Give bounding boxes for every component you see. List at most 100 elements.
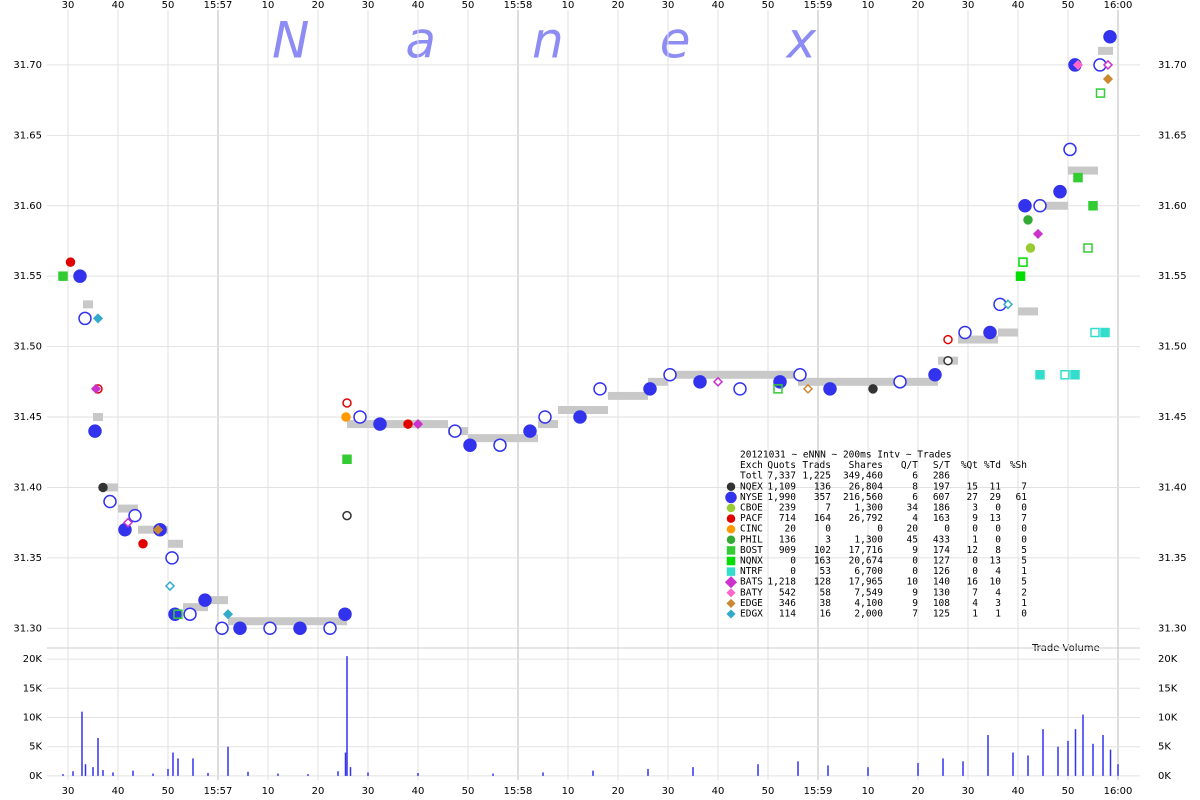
volume-bar (647, 768, 649, 776)
trade-point (1018, 199, 1032, 213)
legend-stat: 0 (1021, 524, 1027, 535)
trade-point (165, 551, 179, 565)
y-tick-label: 31.65 (1158, 130, 1187, 141)
quote-band (608, 391, 648, 400)
x-tick-label: 16:00 (1104, 0, 1133, 11)
quote-band (838, 377, 918, 386)
legend-stat: 357 (814, 492, 831, 503)
quote-band (508, 434, 538, 443)
x-tick-label: 10 (562, 0, 575, 11)
legend-column: Exch (740, 460, 763, 471)
legend-marker (726, 535, 736, 545)
y-tick-label: 31.70 (13, 60, 42, 71)
x-tick-label: 30 (662, 786, 675, 797)
trade-point (1002, 299, 1014, 310)
trade-point (1095, 88, 1106, 98)
trade-point (1025, 243, 1036, 253)
legend-stat: 136 (814, 481, 831, 492)
x-tick-label: 50 (762, 786, 775, 797)
trade-point (523, 424, 537, 438)
trade-point (493, 438, 507, 452)
y-tick-label: 0K (1158, 771, 1171, 782)
x-tick-label: 30 (62, 0, 75, 11)
legend-stat: 1 (972, 534, 978, 545)
volume-bar (62, 774, 64, 776)
legend-column: Shares (849, 460, 883, 471)
legend-stat: 2 (1021, 587, 1027, 598)
legend-name: PACF (740, 513, 763, 524)
x-tick-label: 30 (362, 786, 375, 797)
legend-stat: 1 (1021, 566, 1027, 577)
legend-stat: 1,109 (767, 481, 796, 492)
legend-name: NYSE (740, 492, 763, 503)
legend-stat: 58 (820, 587, 832, 598)
watermark: Nanex (272, 12, 912, 70)
trade-point (1073, 172, 1083, 183)
legend-stat: 1 (972, 609, 978, 620)
trade-point (323, 621, 337, 636)
x-tick-label: 40 (412, 0, 425, 11)
legend-stat: 34 (907, 503, 919, 514)
volume-bar (797, 761, 799, 776)
trade-point (1102, 59, 1114, 70)
y-tick-label: 31.50 (13, 342, 42, 353)
legend-stat: 136 (779, 534, 796, 545)
legend-stat: 2,000 (854, 609, 883, 620)
trade-point (373, 417, 387, 431)
volume-bar (277, 773, 279, 776)
quote-band (918, 377, 938, 386)
trade-point (1035, 370, 1045, 380)
quote-band (1098, 46, 1113, 55)
volume-bar (1027, 755, 1029, 776)
trade-point (1070, 370, 1080, 380)
trade-point (868, 384, 878, 394)
volume-bar (1057, 746, 1059, 776)
trade-point (893, 375, 907, 389)
volume-bar (307, 774, 309, 776)
legend-stat: 3 (995, 598, 1001, 609)
quote-band (798, 377, 838, 386)
legend-stat: 108 (933, 598, 950, 609)
volume-bar (942, 758, 944, 776)
legend-stat: 26,804 (849, 481, 884, 492)
trade-point (88, 424, 102, 438)
volume-bar (1042, 729, 1044, 776)
legend-name: EDGX (740, 609, 763, 620)
x-tick-label: 50 (162, 0, 175, 11)
quote-band (118, 504, 138, 513)
volume-bar (337, 771, 339, 776)
legend-stat: 27 (967, 492, 978, 503)
trade-point (793, 368, 807, 382)
trade-point (448, 424, 462, 438)
x-tick-label: 10 (862, 0, 875, 11)
legend-stat: 6,700 (854, 566, 883, 577)
legend-stat: 102 (814, 545, 831, 556)
legend-stat: 7 (1021, 513, 1027, 524)
legend-stat: 9 (972, 513, 978, 524)
volume-bar (177, 758, 179, 776)
y-tick-label: 31.45 (1158, 412, 1187, 423)
volume-bar (417, 772, 419, 776)
y-tick-label: 31.45 (13, 412, 42, 423)
trade-point (263, 621, 277, 636)
quote-band (208, 596, 228, 605)
volume-bar (192, 758, 194, 776)
y-tick-label: 31.35 (1158, 553, 1187, 564)
legend-column: Quots (767, 460, 796, 471)
trade-point (663, 368, 677, 382)
legend-stat: 0 (972, 524, 978, 535)
legend-marker (726, 524, 736, 534)
trade-point (342, 454, 352, 465)
quote-band (648, 377, 668, 386)
legend-name: BOST (740, 545, 763, 556)
legend-stat: 1 (995, 609, 1001, 620)
trade-point (341, 412, 351, 422)
trade-point (138, 539, 148, 549)
volume-bar (1109, 749, 1112, 776)
x-tick-label: 20 (312, 786, 325, 797)
trade-point (733, 382, 747, 396)
trade-point (65, 257, 76, 267)
trade-point (103, 494, 117, 509)
y-tick-label: 5K (1158, 742, 1171, 753)
legend-stat: 5 (1021, 577, 1027, 588)
